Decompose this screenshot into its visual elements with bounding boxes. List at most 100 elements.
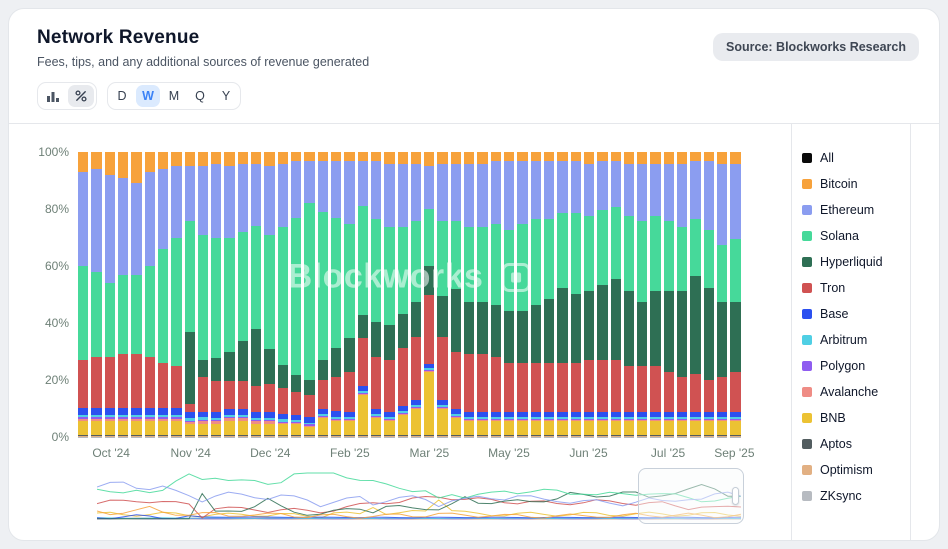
bar[interactable] [157,152,169,437]
bar[interactable] [597,152,608,437]
bar[interactable] [437,152,448,437]
navigator[interactable] [97,468,745,524]
bar[interactable] [623,152,635,437]
segment-bnb [397,415,408,436]
bar[interactable] [637,152,648,437]
bar[interactable] [530,152,541,437]
legend-item-arbitrum[interactable]: Arbitrum [802,327,910,353]
segment-bitcoin [490,152,501,161]
segment-polygon [717,418,728,420]
bar[interactable] [357,152,368,437]
segment-bnb [344,421,355,436]
bar[interactable] [277,152,288,437]
legend-item-bnb[interactable]: BNB [802,405,910,431]
bar[interactable] [424,152,435,437]
bar[interactable] [117,152,129,437]
segment-avalanche [583,419,595,421]
interval-y-button[interactable]: Y [214,85,238,107]
legend-item-base[interactable]: Base [802,301,910,327]
legend-item-all[interactable]: All [802,145,910,171]
segment-optimism [304,436,315,437]
bar[interactable] [211,152,222,437]
bar[interactable] [78,152,89,437]
segment-bnb [410,409,422,436]
interval-q-button[interactable]: Q [188,85,212,107]
bar[interactable] [464,152,475,437]
legend-item-aptos[interactable]: Aptos [802,431,910,457]
bar[interactable] [251,152,262,437]
segment-ethereum [144,172,155,266]
legend-item-ethereum[interactable]: Ethereum [802,197,910,223]
bar[interactable] [610,152,621,437]
bar[interactable] [237,152,249,437]
bar[interactable] [104,152,115,437]
segment-aptos [717,435,728,437]
bar[interactable] [171,152,182,437]
legend-item-polygon[interactable]: Polygon [802,353,910,379]
segment-polygon [530,418,541,420]
segment-aptos [650,435,661,437]
bar[interactable] [304,152,315,437]
legend-item-bitcoin[interactable]: Bitcoin [802,171,910,197]
percent-mode-button[interactable] [68,85,94,107]
bar[interactable] [583,152,595,437]
brush-handle-icon[interactable] [732,487,740,505]
bar[interactable] [557,152,568,437]
bar[interactable] [384,152,395,437]
bar[interactable] [663,152,675,437]
segment-optimism [104,435,115,437]
segment-optimism [397,436,408,437]
bar[interactable] [570,152,581,437]
bar[interactable] [344,152,355,437]
bar[interactable] [91,152,102,437]
segment-arbitrum [477,416,488,419]
bar[interactable] [677,152,688,437]
navigator-brush[interactable] [637,468,745,524]
bar[interactable] [517,152,528,437]
bar[interactable] [650,152,661,437]
bar[interactable] [543,152,555,437]
segment-base [131,408,142,415]
bar[interactable] [184,152,195,437]
bar[interactable] [317,152,328,437]
legend-item-zksync[interactable]: ZKsync [802,483,910,509]
interval-w-button[interactable]: W [136,85,160,107]
bar[interactable] [730,152,741,437]
segment-optimism [157,435,169,437]
segment-arbitrum [650,416,661,419]
legend-item-optimism[interactable]: Optimism [802,457,910,483]
bar[interactable] [144,152,155,437]
bar[interactable] [330,152,342,437]
legend-item-tron[interactable]: Tron [802,275,910,301]
bar[interactable] [450,152,462,437]
bar[interactable] [370,152,382,437]
bar[interactable] [717,152,728,437]
legend-item-hyperliquid[interactable]: Hyperliquid [802,249,910,275]
segment-hyperliquid [703,287,714,381]
bar[interactable] [703,152,714,437]
segment-hyperliquid [277,365,288,389]
bar-chart-mode-button[interactable] [40,85,66,107]
bar[interactable] [410,152,422,437]
bar[interactable] [131,152,142,437]
page-title: Network Revenue [37,27,200,48]
bar[interactable] [224,152,235,437]
segment-optimism [117,435,129,437]
segment-avalanche [237,418,249,421]
segment-arbitrum [237,415,249,418]
bar[interactable] [690,152,701,437]
bar[interactable] [504,152,515,437]
legend-item-solana[interactable]: Solana [802,223,910,249]
segment-solana [357,206,368,315]
segment-ethereum [677,163,688,228]
interval-m-button[interactable]: M [162,85,186,107]
legend-item-avalanche[interactable]: Avalanche [802,379,910,405]
segment-avalanche [517,419,528,421]
bar[interactable] [264,152,275,437]
bar[interactable] [397,152,408,437]
bar[interactable] [490,152,501,437]
interval-d-button[interactable]: D [110,85,134,107]
bar[interactable] [197,152,209,437]
bar[interactable] [477,152,488,437]
bar[interactable] [291,152,302,437]
